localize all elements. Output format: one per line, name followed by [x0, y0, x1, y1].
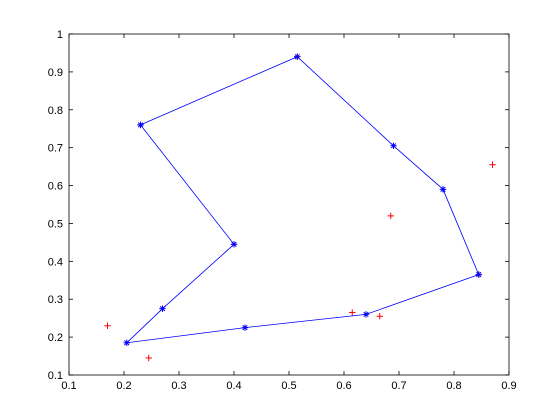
- data-point: [390, 142, 397, 149]
- x-tick-label: 0.1: [61, 380, 76, 392]
- x-tick-label: 0.7: [391, 380, 406, 392]
- y-tick-label: 0.7: [48, 143, 63, 155]
- y-tick-label: 0.1: [48, 370, 63, 382]
- data-point: [145, 354, 152, 362]
- plot-area: [69, 34, 509, 375]
- data-point: [387, 212, 394, 220]
- data-point: [137, 121, 144, 129]
- y-tick-label: 0.4: [48, 256, 63, 268]
- y-tick-label: 0.2: [48, 332, 63, 344]
- data-point: [294, 53, 301, 60]
- axes: 0.1 0.2 0.3 0.4 0.5 0.6 0.7 0.8 0.9 0.1 0.2 0.3 0.4 0…: [48, 29, 517, 392]
- data-point: [475, 271, 482, 278]
- y-tick-label: 0.5: [48, 218, 63, 230]
- x-tick-label: 0.8: [446, 380, 461, 392]
- data-point: [159, 305, 166, 312]
- data-point: [439, 186, 447, 193]
- x-tick-label: 0.6: [336, 380, 351, 392]
- data-point: [123, 339, 130, 346]
- data-point: [104, 322, 111, 329]
- y-tick-label: 0.3: [48, 294, 63, 306]
- x-tick-label: 0.9: [501, 380, 516, 392]
- plot-background: [69, 34, 509, 375]
- data-point: [376, 313, 383, 320]
- x-tick-label: 0.4: [226, 380, 241, 392]
- series-layer: [104, 53, 496, 362]
- x-tick-label: 0.5: [281, 380, 296, 392]
- y-tick-label: 1: [57, 29, 63, 41]
- y-tick-label: 0.8: [48, 105, 63, 117]
- data-point: [489, 161, 496, 168]
- x-tick-label: 0.2: [116, 380, 131, 392]
- series-1: [123, 53, 482, 346]
- data-point: [349, 309, 356, 316]
- data-point: [230, 241, 238, 248]
- y-tick-label: 0.9: [48, 67, 63, 79]
- y-tick-label: 0.6: [48, 181, 63, 193]
- x-tick-label: 0.3: [171, 380, 186, 392]
- data-point: [241, 324, 249, 331]
- data-point: [362, 311, 370, 318]
